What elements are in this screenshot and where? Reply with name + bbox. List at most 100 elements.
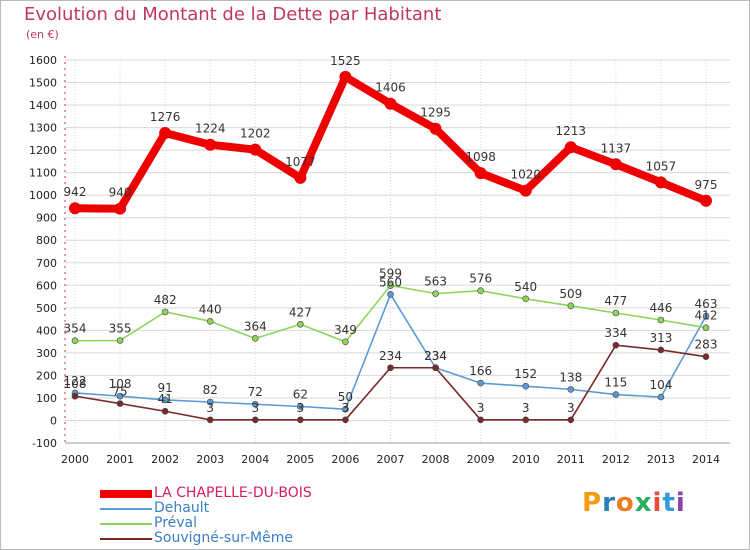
data-point xyxy=(251,400,259,408)
data-label: 91 xyxy=(158,381,173,395)
data-point xyxy=(71,337,79,345)
data-label: 1406 xyxy=(375,81,406,95)
data-point xyxy=(161,396,169,404)
data-label: 560 xyxy=(379,275,402,289)
data-point xyxy=(522,295,530,303)
data-point xyxy=(297,416,304,424)
data-label: 427 xyxy=(289,305,312,319)
data-label: 354 xyxy=(64,322,87,336)
data-label: 540 xyxy=(514,280,537,294)
data-point xyxy=(387,364,394,372)
data-point xyxy=(567,416,575,424)
data-point xyxy=(387,291,394,298)
data-label: 152 xyxy=(514,367,537,381)
data-label: 599 xyxy=(379,267,402,281)
data-point xyxy=(612,341,620,349)
data-point xyxy=(206,318,214,325)
data-point xyxy=(609,158,622,171)
x-tick-label: 2006 xyxy=(331,453,359,466)
data-point xyxy=(564,141,577,154)
data-point xyxy=(342,405,349,413)
data-point xyxy=(387,282,394,289)
data-label: 62 xyxy=(293,388,308,402)
data-label: 3 xyxy=(206,401,214,415)
data-point xyxy=(567,386,575,393)
data-label: 355 xyxy=(109,321,132,335)
data-point xyxy=(342,338,349,346)
data-label: 412 xyxy=(695,309,718,323)
x-tick-label: 2013 xyxy=(647,453,675,466)
data-label: 477 xyxy=(604,294,627,308)
data-label: 1020 xyxy=(510,168,541,182)
data-point xyxy=(519,184,532,197)
data-label: 509 xyxy=(559,287,582,301)
legend-label: Souvigné-sur-Même xyxy=(154,530,293,546)
data-point xyxy=(474,167,487,180)
x-tick-label: 2004 xyxy=(241,453,269,466)
y-tick-label: 1500 xyxy=(29,77,57,90)
data-label: 41 xyxy=(158,392,173,406)
data-label: 3 xyxy=(477,401,485,415)
data-label: 1525 xyxy=(330,54,361,68)
y-tick-label: 700 xyxy=(36,257,57,270)
data-point xyxy=(294,171,307,184)
legend-swatch xyxy=(100,538,152,540)
data-label: 234 xyxy=(424,349,447,363)
data-point xyxy=(432,364,439,372)
data-label: 3 xyxy=(251,401,259,415)
x-tick-label: 2008 xyxy=(422,453,450,466)
x-tick-label: 2000 xyxy=(61,453,89,466)
legend-label: LA CHAPELLE-DU-BOIS xyxy=(154,485,312,501)
data-label: 446 xyxy=(649,301,672,315)
data-point xyxy=(297,320,304,328)
data-point xyxy=(206,416,214,424)
data-label: 334 xyxy=(604,326,627,340)
y-tick-label: 400 xyxy=(36,324,57,337)
data-label: 3 xyxy=(342,401,350,415)
data-label: 349 xyxy=(334,323,357,337)
data-point xyxy=(477,287,484,295)
data-point xyxy=(657,346,665,354)
data-point xyxy=(612,391,620,398)
data-label: 1276 xyxy=(150,110,181,124)
data-point xyxy=(204,138,217,151)
data-point xyxy=(384,97,397,110)
data-point xyxy=(159,126,172,139)
data-label: 440 xyxy=(199,302,222,316)
data-point xyxy=(700,194,712,207)
y-tick-label: 1300 xyxy=(29,122,57,135)
data-label: 975 xyxy=(695,178,718,192)
legend-swatch xyxy=(100,508,152,510)
data-label: 138 xyxy=(559,370,582,384)
data-label: 82 xyxy=(203,383,218,397)
data-point xyxy=(297,403,304,410)
data-point xyxy=(654,176,667,189)
data-label: 313 xyxy=(649,331,672,345)
y-tick-label: 200 xyxy=(36,369,57,382)
chart-title: Evolution du Montant de la Dette par Hab… xyxy=(24,4,442,25)
data-label: 1224 xyxy=(195,122,226,136)
y-tick-label: 600 xyxy=(36,279,57,292)
data-label: 3 xyxy=(567,401,575,415)
y-tick-label: 1000 xyxy=(29,189,57,202)
legend-swatch xyxy=(100,490,152,498)
y-tick-label: 1200 xyxy=(29,144,57,157)
data-point xyxy=(116,392,124,400)
data-label: 72 xyxy=(248,385,263,399)
x-tick-label: 2001 xyxy=(106,453,134,466)
proxiti-logo: Proxiti xyxy=(582,488,686,518)
data-label: 563 xyxy=(424,275,447,289)
legend-swatch xyxy=(100,523,152,525)
data-point xyxy=(432,290,439,297)
data-point xyxy=(702,324,710,331)
data-point xyxy=(429,122,442,135)
data-point xyxy=(161,308,169,316)
data-point xyxy=(477,379,484,387)
data-point xyxy=(612,309,620,317)
data-label: 576 xyxy=(469,272,492,286)
data-label: 108 xyxy=(109,377,132,391)
data-label: 1202 xyxy=(240,127,271,141)
x-tick-label: 2010 xyxy=(512,453,540,466)
data-point xyxy=(161,407,169,415)
